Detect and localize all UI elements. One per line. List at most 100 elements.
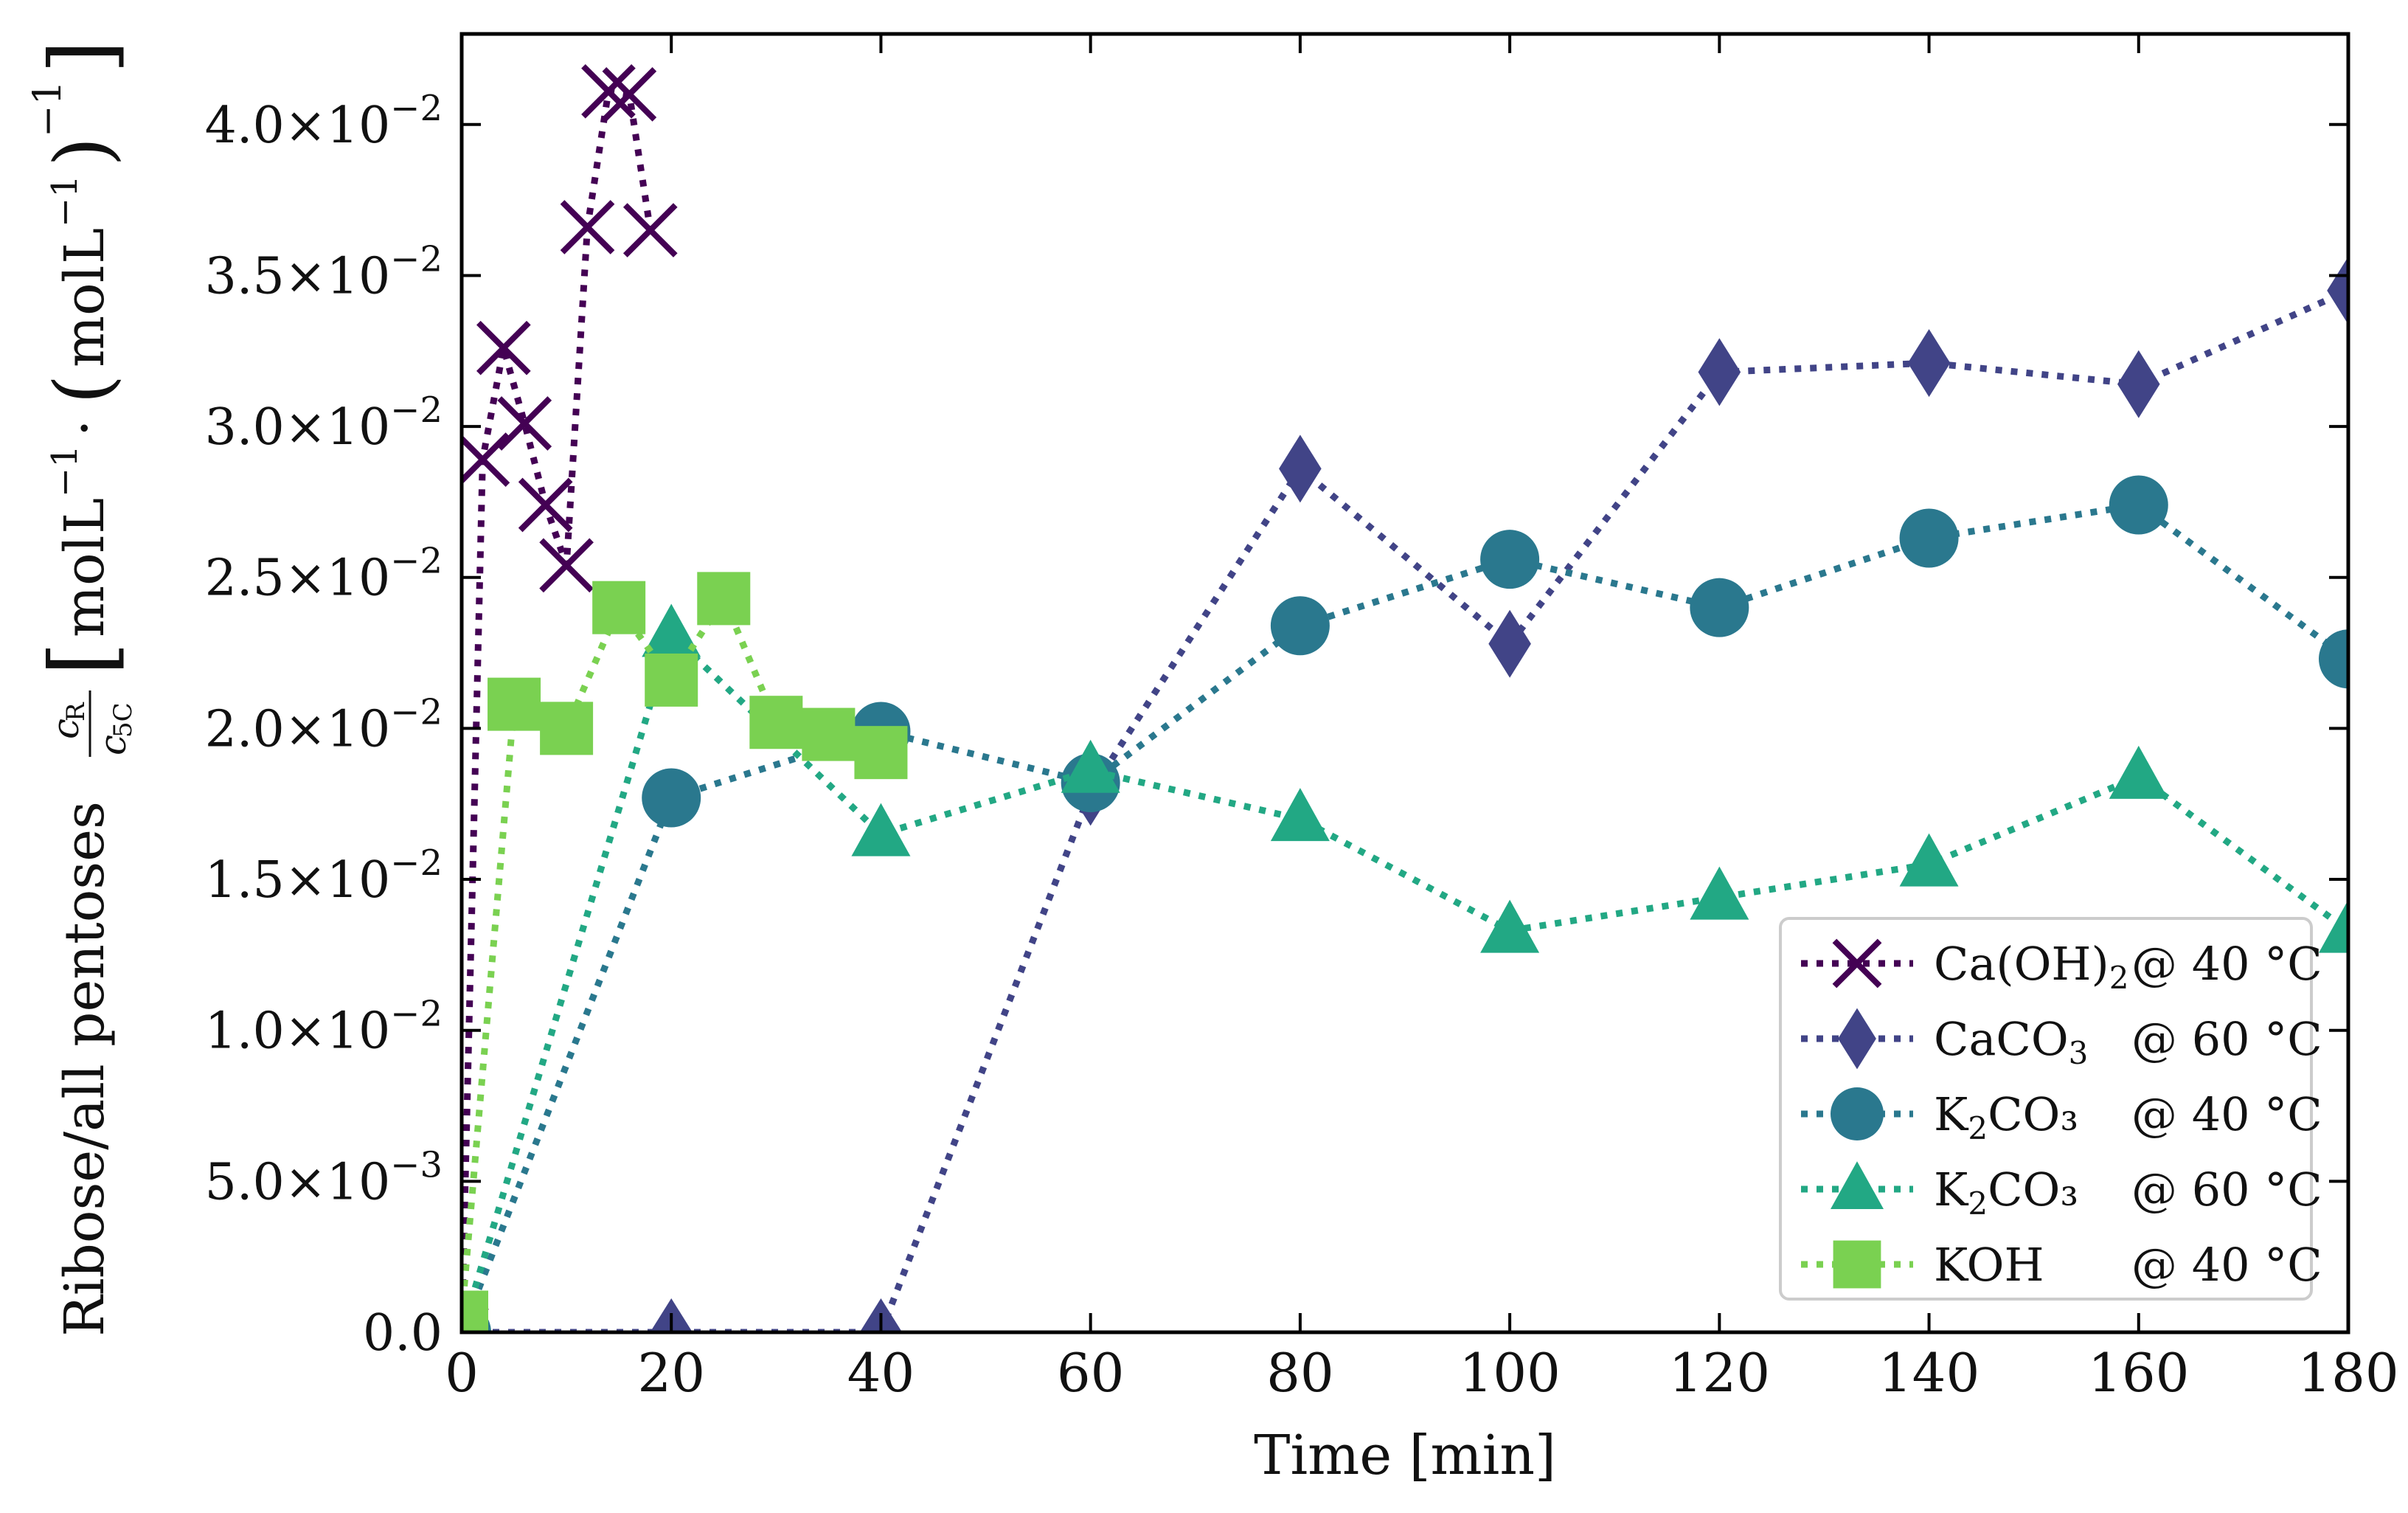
data-point [854, 726, 908, 780]
data-point [697, 572, 751, 626]
data-point [497, 396, 552, 451]
data-point [1480, 530, 1540, 589]
legend-temp: @ 40 °C [2131, 937, 2322, 991]
y-axis-label: Ribose/all pentoses c R c 5C [ mol L −1 … [26, 40, 138, 1337]
data-point [1690, 866, 1749, 920]
legend-marker [1838, 1008, 1876, 1070]
data-point [2319, 899, 2348, 953]
legend-entry: K2CO₃ @ 40 °C [1801, 1087, 2322, 1146]
data-point [642, 603, 701, 657]
series-line [462, 287, 2348, 1332]
x-tick-label: 60 [1057, 1342, 1125, 1404]
y-axis-label-unit-mol: mol [53, 536, 117, 637]
legend-marker [1831, 1161, 1884, 1209]
legend-label: K2CO₃ [1934, 1163, 2078, 1222]
data-point [645, 653, 698, 707]
y-axis-label-frac-num: c [44, 719, 87, 739]
data-point [518, 477, 573, 533]
y-axis-label-frac-den-sub: 5C [108, 702, 138, 738]
y-tick-label: 2.0×10−2 [205, 691, 443, 758]
data-point [622, 203, 678, 257]
y-axis-label-outer-exp: −1 [26, 80, 70, 137]
series-layer [462, 63, 2348, 1332]
data-point [1907, 329, 1951, 398]
data-point [462, 432, 510, 487]
legend-marker [1833, 1240, 1881, 1289]
y-axis-label-unit-mol-2: mol [53, 266, 117, 367]
y-axis-label-unit-L: L [53, 498, 117, 534]
data-point [1488, 609, 1531, 678]
legend-entry: K2CO₃ @ 60 °C [1801, 1161, 2322, 1222]
legend-label: KOH [1934, 1238, 2044, 1292]
y-tick-label: 3.0×10−2 [205, 389, 443, 457]
y-axis-label-unit-exp-2: −1 [44, 175, 86, 227]
series-4 [462, 572, 908, 1332]
data-point [1480, 899, 1540, 953]
y-axis-label-right-bracket: ] [31, 40, 133, 74]
legend-entry: CaCO3 @ 60 °C [1801, 1008, 2322, 1071]
y-axis-label-dot: · [53, 419, 117, 437]
legend-label: CaCO3 [1934, 1012, 2088, 1071]
data-point [2327, 256, 2348, 325]
x-tick-label: 120 [1669, 1342, 1770, 1404]
x-tick-label: 140 [1878, 1342, 1980, 1404]
series-line [462, 501, 2348, 1332]
y-tick-label: 2.5×10−2 [205, 541, 443, 608]
legend-entry: KOH @ 40 °C [1801, 1238, 2322, 1292]
data-point [1698, 338, 1741, 406]
legend-marker [1831, 1087, 1884, 1140]
data-point [592, 581, 646, 634]
data-point [476, 320, 531, 375]
data-point [1899, 508, 1959, 568]
data-point [581, 63, 636, 119]
legend-label: K2CO₃ [1934, 1087, 2078, 1146]
data-point [1270, 596, 1330, 656]
legend-box [1779, 917, 2313, 1301]
y-axis-label-frac-den: c [91, 735, 134, 755]
plot-frame [459, 32, 2350, 1334]
data-point [540, 702, 594, 755]
legend-marker [1832, 938, 1882, 989]
series-line [462, 87, 654, 1332]
legend-temp: @ 60 °C [2131, 1012, 2322, 1066]
data-point [1270, 788, 1330, 842]
y-tick-label: 5.0×10−3 [205, 1144, 443, 1211]
x-axis-label: Time [min] [1254, 1424, 1556, 1487]
data-point [2319, 629, 2348, 689]
data-point [749, 696, 803, 749]
data-point [642, 768, 701, 828]
data-point [802, 707, 856, 761]
legend-temp: @ 60 °C [2131, 1163, 2322, 1216]
data-point [462, 1290, 488, 1332]
legend-label: Ca(OH)2 [1934, 937, 2128, 996]
y-axis-label-right-paren: ) [38, 136, 128, 167]
data-point [602, 67, 657, 122]
data-point [1279, 434, 1322, 503]
y-tick-label: 0.0 [363, 1304, 443, 1363]
y-axis-ticks: 0.0 5.0×10−3 1.0×10−2 1.5×10−2 2.0×10−2 2.5×1… [205, 88, 2348, 1363]
x-axis-ticks: 0 20 40 60 80 100 120 140 160 180 [445, 34, 2399, 1404]
data-point [2109, 745, 2168, 799]
data-point [539, 538, 594, 593]
data-point [851, 803, 911, 856]
y-tick-label: 1.5×10−2 [205, 842, 443, 910]
series-0 [462, 63, 678, 1332]
data-point [1061, 739, 1120, 793]
data-point [1899, 833, 1959, 887]
y-tick-label: 4.0×10−2 [205, 88, 443, 155]
y-axis-label-main: Ribose/all pentoses [53, 801, 117, 1337]
data-point [2117, 350, 2160, 418]
y-axis-label-frac-num-sub: R [61, 702, 91, 721]
x-tick-label: 80 [1266, 1342, 1334, 1404]
data-point [560, 200, 615, 255]
x-tick-label: 180 [2297, 1342, 2398, 1404]
x-tick-label: 100 [1459, 1342, 1560, 1404]
data-point [1690, 578, 1749, 637]
legend-temp: @ 40 °C [2131, 1087, 2322, 1141]
x-tick-label: 20 [637, 1342, 705, 1404]
legend-temp: @ 40 °C [2131, 1238, 2322, 1292]
legend-entry: Ca(OH)2 @ 40 °C [1801, 937, 2322, 996]
